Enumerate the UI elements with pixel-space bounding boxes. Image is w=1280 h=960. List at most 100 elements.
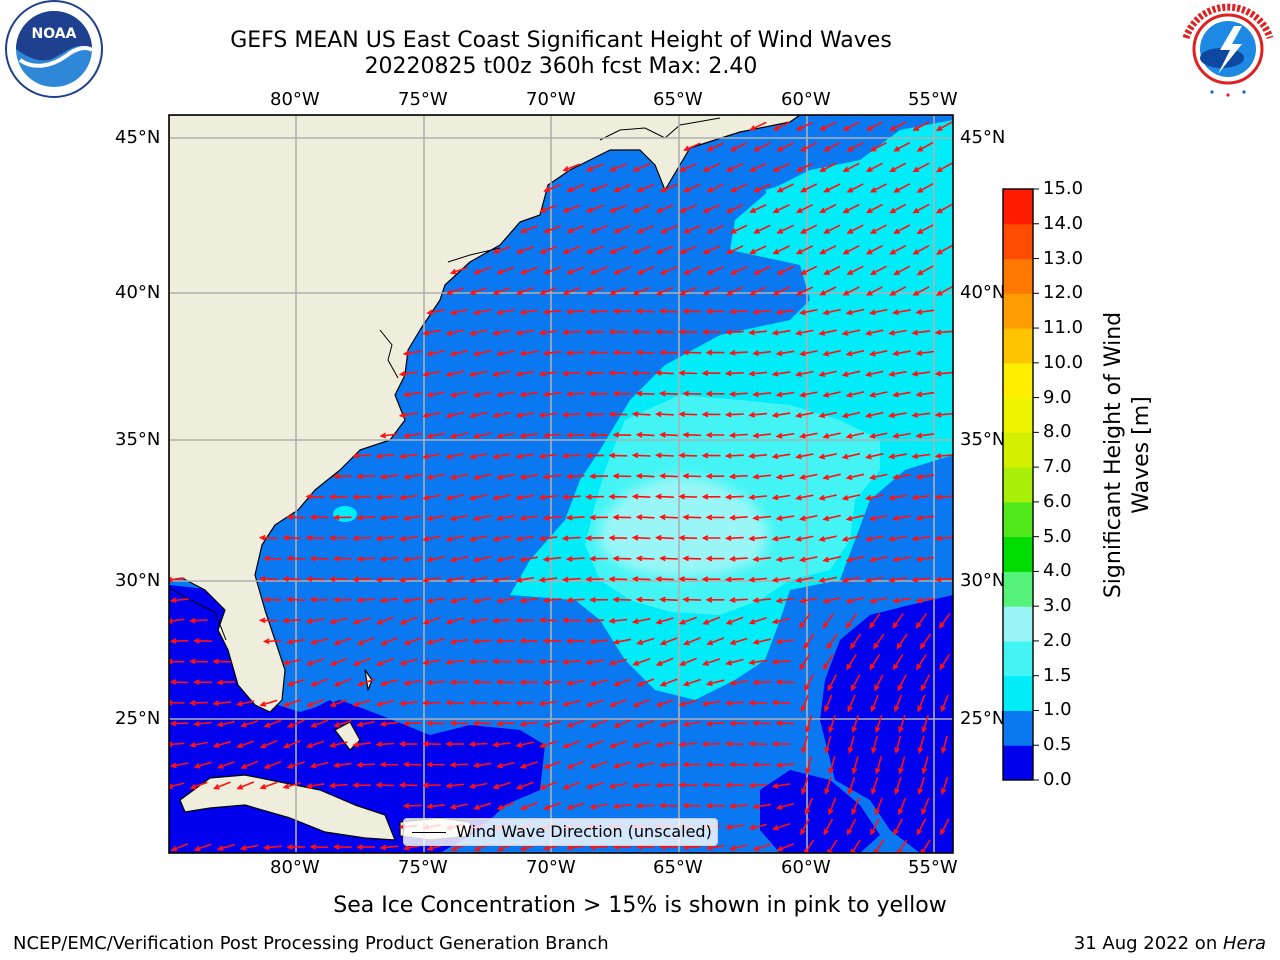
wave-direction-arrow <box>585 740 604 749</box>
wave-direction-arrow <box>851 715 860 734</box>
wave-direction-arrow <box>632 657 651 666</box>
colorbar-label: 0.0 <box>1043 769 1072 790</box>
wave-direction-arrow <box>426 638 445 645</box>
wave-direction-arrow <box>724 576 744 583</box>
wave-direction-arrow <box>819 286 837 296</box>
wave-direction-arrow <box>875 756 883 775</box>
wave-direction-arrow <box>701 411 721 418</box>
wave-direction-arrow <box>915 556 935 563</box>
wave-direction-arrow <box>658 596 678 603</box>
wave-direction-arrow <box>515 329 535 336</box>
wave-direction-arrow <box>631 493 651 500</box>
wave-direction-arrow <box>682 473 702 479</box>
wave-direction-arrow <box>636 224 655 234</box>
wave-direction-arrow <box>892 350 911 357</box>
colorbar-frame <box>1002 188 1034 781</box>
wave-direction-arrow <box>795 203 814 213</box>
footer-branch: NCEP/EMC/Verification Post Processing Pr… <box>13 933 609 954</box>
wave-direction-arrow <box>515 287 534 295</box>
wave-direction-arrow <box>702 204 721 213</box>
wave-direction-arrow <box>842 162 860 172</box>
lat-tick-right-25n: 25°N <box>960 708 1006 729</box>
wave-direction-arrow <box>561 411 581 418</box>
wave-direction-arrow <box>775 679 795 686</box>
wave-direction-arrow <box>426 514 445 522</box>
wave-direction-arrow <box>772 121 790 131</box>
wave-direction-arrow <box>728 679 748 686</box>
wave-direction-arrow <box>729 224 748 234</box>
wave-direction-arrow <box>398 371 418 377</box>
wave-direction-arrow <box>795 121 814 131</box>
wave-direction-arrow <box>262 555 282 562</box>
wave-direction-arrow <box>775 309 795 315</box>
wave-direction-arrow <box>398 741 418 747</box>
wave-direction-arrow <box>188 617 208 624</box>
colorbar-title: Significant Height of Wind Waves [m] <box>1101 311 1154 599</box>
colorbar-swatch <box>1003 432 1033 468</box>
wave-band-peak <box>600 475 770 578</box>
wave-direction-arrow <box>822 653 834 671</box>
wave-direction-arrow <box>869 265 887 275</box>
wave-direction-arrow <box>752 597 772 604</box>
wave-direction-arrow <box>799 224 818 234</box>
wave-direction-arrow <box>748 329 768 336</box>
wave-direction-arrow <box>940 694 949 713</box>
wave-direction-arrow <box>472 432 492 439</box>
lat-tick-left-45n: 45°N <box>115 127 161 148</box>
wave-direction-arrow <box>562 740 581 749</box>
wave-direction-arrow <box>379 515 399 521</box>
wave-direction-arrow <box>728 803 748 810</box>
wave-direction-arrow <box>449 803 469 810</box>
wave-direction-arrow <box>515 700 535 706</box>
wave-direction-arrow <box>845 432 865 439</box>
wave-direction-arrow <box>917 776 925 796</box>
wave-direction-arrow <box>519 309 539 315</box>
wave-direction-arrow <box>658 802 678 809</box>
wave-direction-arrow <box>888 329 907 336</box>
wave-direction-arrow <box>678 741 698 748</box>
wave-direction-arrow <box>561 494 581 501</box>
wave-direction-arrow <box>795 162 814 172</box>
wave-direction-arrow <box>771 617 791 625</box>
wave-direction-arrow <box>538 576 558 583</box>
wave-direction-arrow <box>915 515 935 521</box>
wave-direction-arrow <box>542 597 562 604</box>
wave-direction-arrow <box>940 818 950 836</box>
wave-direction-arrow <box>659 183 678 193</box>
wave-direction-arrow <box>888 576 907 583</box>
wave-direction-arrow <box>542 637 562 644</box>
wave-direction-arrow <box>635 431 655 438</box>
wave-direction-arrow <box>519 474 539 480</box>
wave-direction-arrow <box>566 225 585 234</box>
wave-direction-arrow <box>562 163 581 172</box>
wave-direction-arrow <box>329 699 348 708</box>
wave-direction-arrow <box>748 411 768 418</box>
wave-direction-arrow <box>845 349 865 357</box>
wave-direction-arrow <box>771 453 791 460</box>
wave-direction-arrow <box>585 411 604 418</box>
wave-direction-arrow <box>847 694 856 713</box>
wave-direction-arrow <box>636 678 655 687</box>
wave-direction-arrow <box>379 844 399 851</box>
wave-direction-arrow <box>724 824 744 830</box>
wave-direction-arrow <box>683 224 701 234</box>
wave-direction-arrow <box>898 797 907 816</box>
wave-direction-arrow <box>631 370 651 376</box>
wave-direction-arrow <box>655 286 674 296</box>
wave-direction-arrow <box>752 350 772 356</box>
wave-direction-arrow <box>286 514 306 521</box>
wave-direction-arrow <box>258 617 278 624</box>
wave-direction-arrow <box>193 843 212 852</box>
wave-direction-arrow <box>426 391 445 398</box>
wave-direction-arrow <box>845 514 865 522</box>
wave-direction-arrow <box>425 720 445 727</box>
chart-subtitle: 20220825 t00z 360h fcst Max: 2.40 <box>364 54 758 79</box>
wave-direction-arrow <box>729 142 748 152</box>
wave-direction-arrow <box>495 720 515 727</box>
wave-direction-arrow <box>562 286 581 296</box>
wave-direction-arrow <box>375 453 395 459</box>
wave-direction-arrow <box>495 679 515 686</box>
wave-direction-arrow <box>402 556 422 563</box>
wave-direction-arrow <box>399 658 418 666</box>
wave-direction-arrow <box>724 535 744 542</box>
